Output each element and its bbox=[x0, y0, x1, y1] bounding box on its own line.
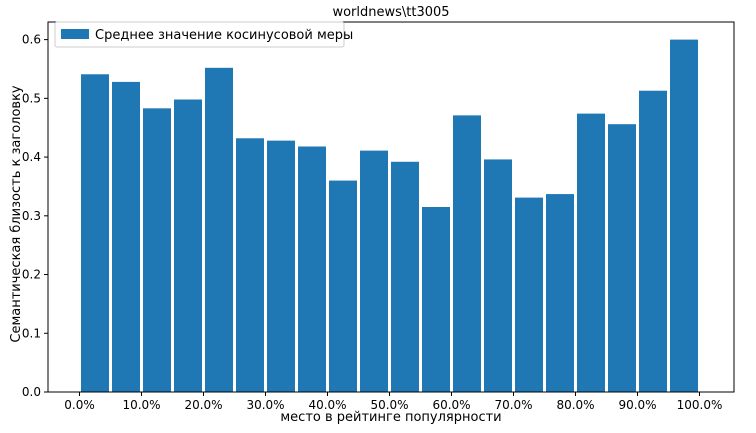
y-tick-label-0: 0.0 bbox=[22, 385, 41, 399]
x-tick-label-5: 50.0% bbox=[370, 398, 408, 412]
legend-label: Среднее значение косинусовой меры bbox=[95, 28, 353, 43]
x-axis-ticks: 0.0% 10.0% 20.0% 30.0% 40.0% 50.0% 60.0% 70.0% 8… bbox=[64, 392, 722, 412]
legend-box bbox=[54, 21, 345, 48]
y-axis-label: Семантическая близость к заголовку bbox=[9, 85, 24, 343]
y-axis-ticks: 0.0 0.1 0.2 0.3 0.4 0.5 0.6 bbox=[22, 33, 48, 399]
x-tick-label-10: 100.0% bbox=[677, 398, 723, 412]
x-axis-label: место в рейтинге популярности bbox=[280, 410, 501, 425]
bar-12 bbox=[453, 115, 481, 392]
bar-5 bbox=[236, 138, 264, 392]
legend-swatch bbox=[61, 29, 89, 39]
legend: Среднее значение косинусовой меры bbox=[54, 21, 353, 48]
bar-2 bbox=[143, 108, 171, 392]
bar-0 bbox=[81, 74, 109, 393]
axes bbox=[47, 21, 735, 393]
bar-13 bbox=[484, 159, 512, 392]
x-tick-label-1: 10.0% bbox=[122, 398, 160, 412]
bar-15 bbox=[546, 194, 574, 392]
bar-3 bbox=[174, 99, 202, 393]
chart-title: worldnews\tt3005 bbox=[332, 5, 449, 20]
y-tick-label-3: 0.3 bbox=[22, 209, 41, 223]
x-tick-label-0: 0.0% bbox=[64, 398, 95, 412]
x-tick-label-9: 90.0% bbox=[618, 398, 656, 412]
bar-4 bbox=[205, 67, 233, 392]
bar-7 bbox=[298, 146, 326, 392]
bar-19 bbox=[670, 39, 698, 393]
y-tick-label-6: 0.6 bbox=[22, 33, 41, 47]
bar-14 bbox=[515, 197, 543, 392]
x-tick-label-7: 70.0% bbox=[494, 398, 532, 412]
x-tick-label-6: 60.0% bbox=[432, 398, 470, 412]
y-tick-label-2: 0.2 bbox=[22, 268, 41, 282]
bar-17 bbox=[608, 124, 636, 392]
bar-11 bbox=[422, 207, 450, 392]
bar-6 bbox=[267, 140, 295, 392]
y-tick-label-5: 0.5 bbox=[22, 91, 41, 105]
plot-frame bbox=[47, 21, 735, 393]
bar-10 bbox=[391, 161, 419, 392]
bar-1 bbox=[112, 81, 140, 393]
x-tick-label-2: 20.0% bbox=[184, 398, 222, 412]
bar-9 bbox=[360, 150, 388, 392]
bars bbox=[81, 39, 698, 393]
x-tick-label-4: 40.0% bbox=[308, 398, 346, 412]
x-tick-label-8: 80.0% bbox=[556, 398, 594, 412]
y-tick-label-1: 0.1 bbox=[22, 326, 41, 340]
bar-16 bbox=[577, 113, 605, 393]
x-tick-label-3: 30.0% bbox=[246, 398, 284, 412]
bar-8 bbox=[329, 180, 357, 392]
bar-18 bbox=[639, 90, 667, 393]
y-tick-label-4: 0.4 bbox=[22, 150, 41, 164]
